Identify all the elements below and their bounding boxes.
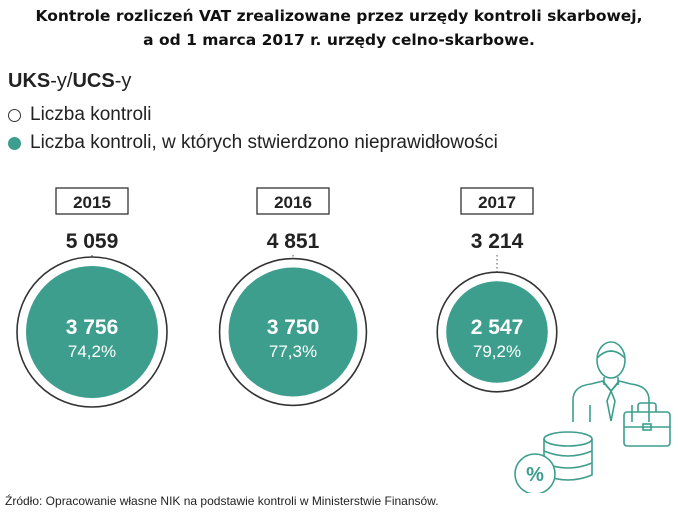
title-line-1: Kontrole rozliczeń VAT zrealizowane prze… <box>35 7 643 25</box>
year-label: 2017 <box>478 193 516 212</box>
subtitle: UKS-y/UCS-y <box>8 70 131 93</box>
legend-item-total: Liczba kontroli <box>8 104 151 126</box>
illustration: % <box>514 341 671 493</box>
percent-icon: % <box>514 453 556 493</box>
inner-circle <box>26 266 158 398</box>
percent-label: 77,3% <box>269 342 317 361</box>
total-value-label: 4 851 <box>267 230 320 253</box>
chart-title: Kontrole rozliczeń VAT zrealizowane prze… <box>0 4 678 52</box>
total-value-label: 3 214 <box>471 230 524 253</box>
source-note: Źródło: Opracowanie własne NIK na podsta… <box>5 494 439 508</box>
title-line-2: a od 1 marca 2017 r. urzędy celno-skarbo… <box>143 31 535 49</box>
legend-open-circle-icon <box>8 108 21 122</box>
person-icon <box>572 341 650 422</box>
year-box <box>460 187 534 215</box>
inner-circle <box>446 281 548 383</box>
year-box <box>256 187 330 215</box>
briefcase-icon <box>623 402 671 447</box>
legend-label-total: Liczba kontroli <box>30 104 152 125</box>
year-label: 2015 <box>73 193 111 212</box>
legend-label-irregular: Liczba kontroli, w których stwierdzono n… <box>30 132 498 153</box>
subtitle-sep: -y/ <box>50 70 73 92</box>
legend-filled-circle-icon <box>8 136 21 150</box>
bubble-chart: 2015 5 059 3 756 74,2% 2016 4 851 3 750 77,3% 20… <box>16 187 671 493</box>
irregular-value-label: 2 547 <box>471 316 524 339</box>
subtitle-uks: UKS <box>8 70 51 92</box>
irregular-value-label: 3 750 <box>267 316 320 339</box>
year-box <box>55 187 129 215</box>
percent-label: 74,2% <box>68 342 116 361</box>
inner-circle <box>228 267 358 397</box>
total-value-label: 5 059 <box>66 230 119 253</box>
irregular-value-label: 3 756 <box>66 316 119 339</box>
percent-label: 79,2% <box>473 342 521 361</box>
svg-text:%: % <box>526 464 544 486</box>
year-label: 2016 <box>274 193 312 212</box>
legend-item-irregular: Liczba kontroli, w których stwierdzono n… <box>8 132 498 154</box>
subtitle-suffix: -y <box>114 70 132 92</box>
subtitle-ucs: UCS <box>72 70 115 92</box>
